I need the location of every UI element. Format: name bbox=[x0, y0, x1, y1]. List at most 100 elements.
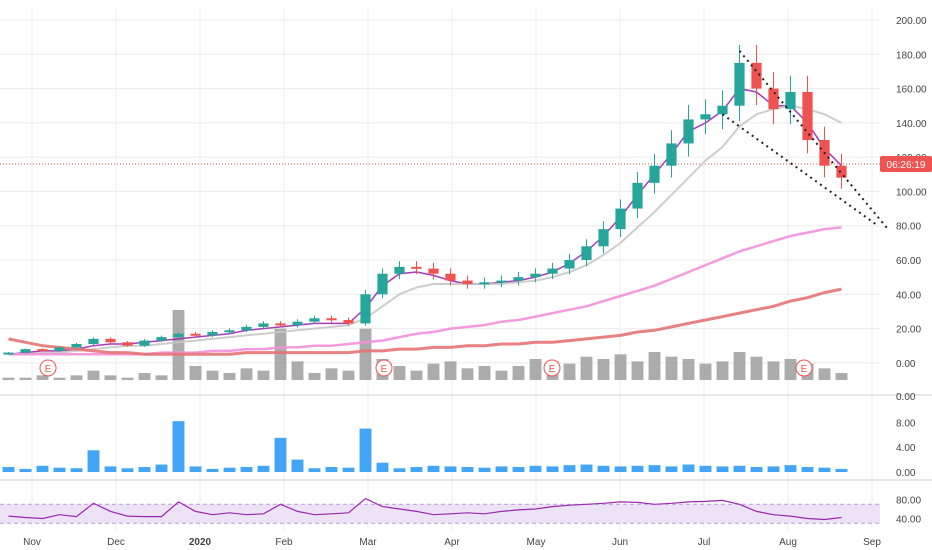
trendlines bbox=[721, 50, 889, 230]
volume-bar bbox=[767, 361, 780, 380]
turnover-bars bbox=[2, 421, 848, 472]
turnover-bar bbox=[784, 465, 797, 472]
candle-body bbox=[785, 92, 796, 110]
turnover-bar bbox=[206, 468, 219, 472]
x-tick-label: Nov bbox=[23, 537, 41, 548]
volume-bar bbox=[87, 370, 100, 380]
x-tick-label: 2020 bbox=[189, 537, 212, 548]
x-tick-label: Jun bbox=[612, 537, 628, 548]
turnover-bar bbox=[240, 467, 253, 472]
candle-body bbox=[530, 273, 541, 278]
price-tick-label: 40.00 bbox=[896, 290, 921, 301]
turnover-bar bbox=[19, 468, 32, 472]
price-tick-label: 20.00 bbox=[896, 325, 921, 336]
volume-bars bbox=[2, 310, 848, 380]
turnover-tick-label: 8.00 bbox=[896, 418, 916, 429]
moving-averages bbox=[8, 87, 843, 356]
volume-bar bbox=[733, 352, 746, 380]
candle-body bbox=[734, 62, 745, 106]
turnover-bar bbox=[461, 467, 474, 472]
candle-body bbox=[615, 208, 626, 230]
volume-bar bbox=[36, 375, 49, 380]
grid-lines bbox=[0, 8, 932, 530]
price-tick-label: 140.00 bbox=[896, 119, 927, 130]
support-trendline bbox=[721, 113, 879, 227]
candle-body bbox=[241, 326, 252, 331]
turnover-bar bbox=[87, 450, 100, 472]
turnover-bar bbox=[274, 437, 287, 472]
turnover-bar bbox=[2, 467, 15, 472]
candle-body bbox=[632, 182, 643, 209]
candlesticks bbox=[3, 44, 847, 355]
turnover-bar bbox=[529, 465, 542, 472]
candle-body bbox=[700, 114, 711, 120]
candle-body bbox=[275, 323, 286, 326]
turnover-bar bbox=[716, 466, 729, 472]
price-tick-label: 80.00 bbox=[896, 222, 921, 233]
x-tick-label: Feb bbox=[275, 537, 293, 548]
turnover-bar bbox=[155, 464, 168, 472]
earnings-marker bbox=[375, 359, 393, 377]
turnover-bar bbox=[36, 465, 49, 472]
candle-body bbox=[3, 352, 14, 355]
earnings-marker bbox=[39, 359, 57, 377]
x-tick-label: Mar bbox=[359, 537, 377, 548]
turnover-bar bbox=[325, 467, 338, 472]
last-price-badge[interactable] bbox=[880, 156, 932, 172]
candle-body bbox=[309, 318, 320, 322]
candle-body bbox=[173, 333, 184, 338]
volume-bar bbox=[699, 363, 712, 380]
turnover-bar bbox=[631, 465, 644, 472]
volume-bar bbox=[274, 328, 287, 380]
turnover-tick-label: 4.00 bbox=[896, 443, 916, 454]
earnings-marker bbox=[543, 359, 561, 377]
volume-bar bbox=[359, 328, 372, 380]
x-tick-label: Sep bbox=[863, 537, 881, 548]
volume-bar bbox=[2, 377, 15, 380]
volume-bar bbox=[155, 375, 168, 380]
candle-body bbox=[207, 332, 218, 336]
candle-body bbox=[326, 318, 337, 321]
turnover-bar bbox=[376, 462, 389, 472]
candle-body bbox=[156, 337, 167, 341]
earnings-marker-label: E bbox=[801, 364, 808, 375]
ma-line-3 bbox=[8, 287, 842, 356]
last-price-label[interactable]: 06:26:19 bbox=[880, 156, 932, 172]
volume-bar bbox=[121, 377, 134, 380]
candle-body bbox=[666, 143, 677, 166]
turnover-bar bbox=[444, 466, 457, 472]
candle-body bbox=[683, 119, 694, 144]
turnover-bar bbox=[767, 466, 780, 472]
turnover-bar bbox=[495, 466, 508, 472]
turnover-bar bbox=[53, 467, 66, 472]
candle-body bbox=[190, 333, 201, 336]
volume-bar bbox=[682, 359, 695, 380]
candle-body bbox=[445, 273, 456, 281]
turnover-bar bbox=[665, 466, 678, 472]
volume-bar bbox=[580, 356, 593, 380]
candle-body bbox=[598, 229, 609, 247]
candle-body bbox=[428, 268, 439, 274]
turnover-bar bbox=[818, 467, 831, 472]
turnover-bar bbox=[138, 467, 151, 472]
price-tick-label: 200.00 bbox=[896, 16, 927, 27]
candle-body bbox=[751, 62, 762, 89]
candle-body bbox=[462, 280, 473, 284]
candle-body bbox=[292, 321, 303, 326]
turnover-bar bbox=[223, 467, 236, 472]
turnover-bar bbox=[750, 467, 763, 472]
turnover-bar bbox=[512, 467, 525, 472]
rsi-line bbox=[8, 497, 842, 521]
turnover-bar bbox=[342, 467, 355, 472]
volume-bar bbox=[53, 377, 66, 380]
earnings-marker-label: E bbox=[45, 364, 52, 375]
candle-body bbox=[649, 165, 660, 183]
rsi-band-fill bbox=[0, 504, 880, 524]
volume-bar bbox=[206, 370, 219, 380]
candle-body bbox=[496, 280, 507, 283]
turnover-bar bbox=[699, 465, 712, 472]
resistance-trendline bbox=[738, 50, 889, 230]
turnover-bar bbox=[563, 465, 576, 472]
turnover-bar bbox=[682, 464, 695, 472]
candle-body bbox=[768, 88, 779, 110]
